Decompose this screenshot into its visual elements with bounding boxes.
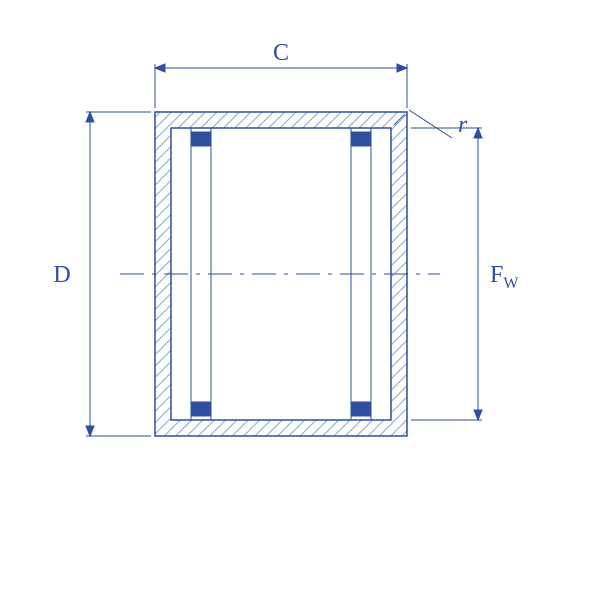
seal (191, 132, 211, 146)
seal (191, 402, 211, 416)
seal (351, 132, 371, 146)
label-D: D (53, 262, 70, 288)
seal (351, 402, 371, 416)
label-C: C (273, 40, 289, 66)
leader-r (409, 110, 452, 138)
label-r: r (458, 112, 468, 138)
label-Fw: FW (490, 262, 519, 292)
bearing-cross-section-diagram: Cr D FW (0, 0, 600, 600)
